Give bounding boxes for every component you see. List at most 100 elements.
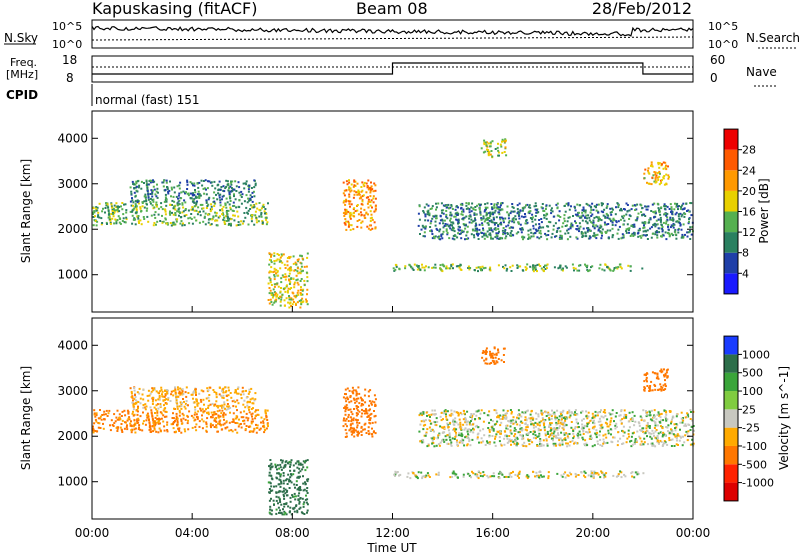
- cell: [355, 405, 358, 407]
- cell: [297, 283, 300, 286]
- cell: [622, 442, 625, 445]
- cell: [443, 204, 446, 207]
- cell: [574, 220, 576, 223]
- cell: [94, 215, 96, 218]
- cell: [668, 176, 670, 178]
- cell: [445, 228, 448, 231]
- cell: [563, 217, 566, 220]
- cell: [288, 278, 290, 281]
- cell: [193, 209, 196, 212]
- cell: [544, 214, 547, 217]
- cell: [176, 404, 179, 407]
- cell: [233, 188, 236, 191]
- cell: [197, 211, 200, 214]
- cell: [654, 178, 657, 181]
- cell: [164, 390, 167, 392]
- cell: [251, 206, 254, 209]
- cell: [139, 206, 142, 209]
- cell: [675, 413, 678, 416]
- cell: [149, 193, 152, 195]
- cell: [144, 408, 147, 411]
- cell: [103, 413, 105, 416]
- cell: [458, 418, 461, 421]
- cell: [504, 434, 507, 437]
- cell: [273, 291, 276, 294]
- cell: [459, 428, 462, 431]
- cell: [305, 459, 307, 462]
- cell: [257, 413, 260, 416]
- cell: [503, 443, 506, 446]
- cell: [608, 237, 610, 240]
- cell: [537, 229, 539, 232]
- cell: [187, 404, 189, 407]
- cell: [677, 208, 679, 211]
- cell: [205, 429, 208, 432]
- cell: [537, 227, 540, 230]
- cell: [143, 200, 146, 203]
- cell: [645, 424, 648, 427]
- cell: [467, 202, 470, 205]
- cell: [533, 205, 536, 208]
- cell: [191, 426, 194, 429]
- cell: [108, 213, 111, 216]
- cell: [442, 230, 445, 233]
- cell: [576, 426, 579, 429]
- cell: [303, 501, 306, 504]
- cell: [151, 387, 154, 390]
- cell: [681, 235, 684, 238]
- cell: [525, 219, 528, 222]
- band-0: [92, 202, 269, 227]
- cell: [450, 214, 453, 217]
- cell: [300, 303, 303, 306]
- colorbar-tick-label: 16: [742, 206, 756, 219]
- cell: [174, 388, 177, 391]
- cell: [280, 281, 283, 284]
- cell: [109, 429, 112, 432]
- cell: [664, 212, 667, 215]
- cell: [133, 187, 136, 190]
- cell: [657, 178, 660, 181]
- cell: [590, 473, 593, 476]
- cell: [345, 180, 348, 183]
- cell: [407, 472, 410, 475]
- cell: [170, 224, 173, 227]
- cell: [585, 410, 588, 413]
- cell: [490, 227, 493, 230]
- cell: [503, 151, 506, 153]
- cell: [95, 430, 98, 433]
- cell: [393, 473, 396, 476]
- cell: [468, 428, 471, 431]
- cell: [179, 392, 182, 395]
- cell: [175, 220, 178, 223]
- cell: [299, 470, 302, 473]
- cell: [684, 233, 686, 236]
- cell: [686, 439, 689, 442]
- cell: [625, 228, 628, 231]
- cell: [642, 230, 645, 233]
- cell: [171, 188, 173, 191]
- cell: [255, 221, 258, 224]
- cell: [550, 422, 553, 425]
- cell: [126, 424, 128, 427]
- cell: [201, 203, 204, 206]
- cell: [424, 213, 427, 216]
- cell: [528, 236, 530, 239]
- cell: [486, 148, 488, 151]
- cell: [563, 416, 565, 419]
- cell: [430, 207, 433, 210]
- cell: [279, 304, 282, 307]
- cell: [505, 269, 508, 272]
- cell: [161, 395, 164, 398]
- cell: [456, 443, 459, 446]
- cell: [361, 181, 364, 184]
- cell: [442, 438, 445, 441]
- cell: [602, 411, 605, 413]
- cell: [345, 432, 348, 435]
- cell: [410, 266, 413, 269]
- cell: [590, 266, 592, 269]
- cell: [488, 410, 491, 413]
- cell: [617, 206, 620, 209]
- cell: [505, 235, 508, 238]
- cell: [520, 415, 523, 418]
- cell: [554, 222, 557, 225]
